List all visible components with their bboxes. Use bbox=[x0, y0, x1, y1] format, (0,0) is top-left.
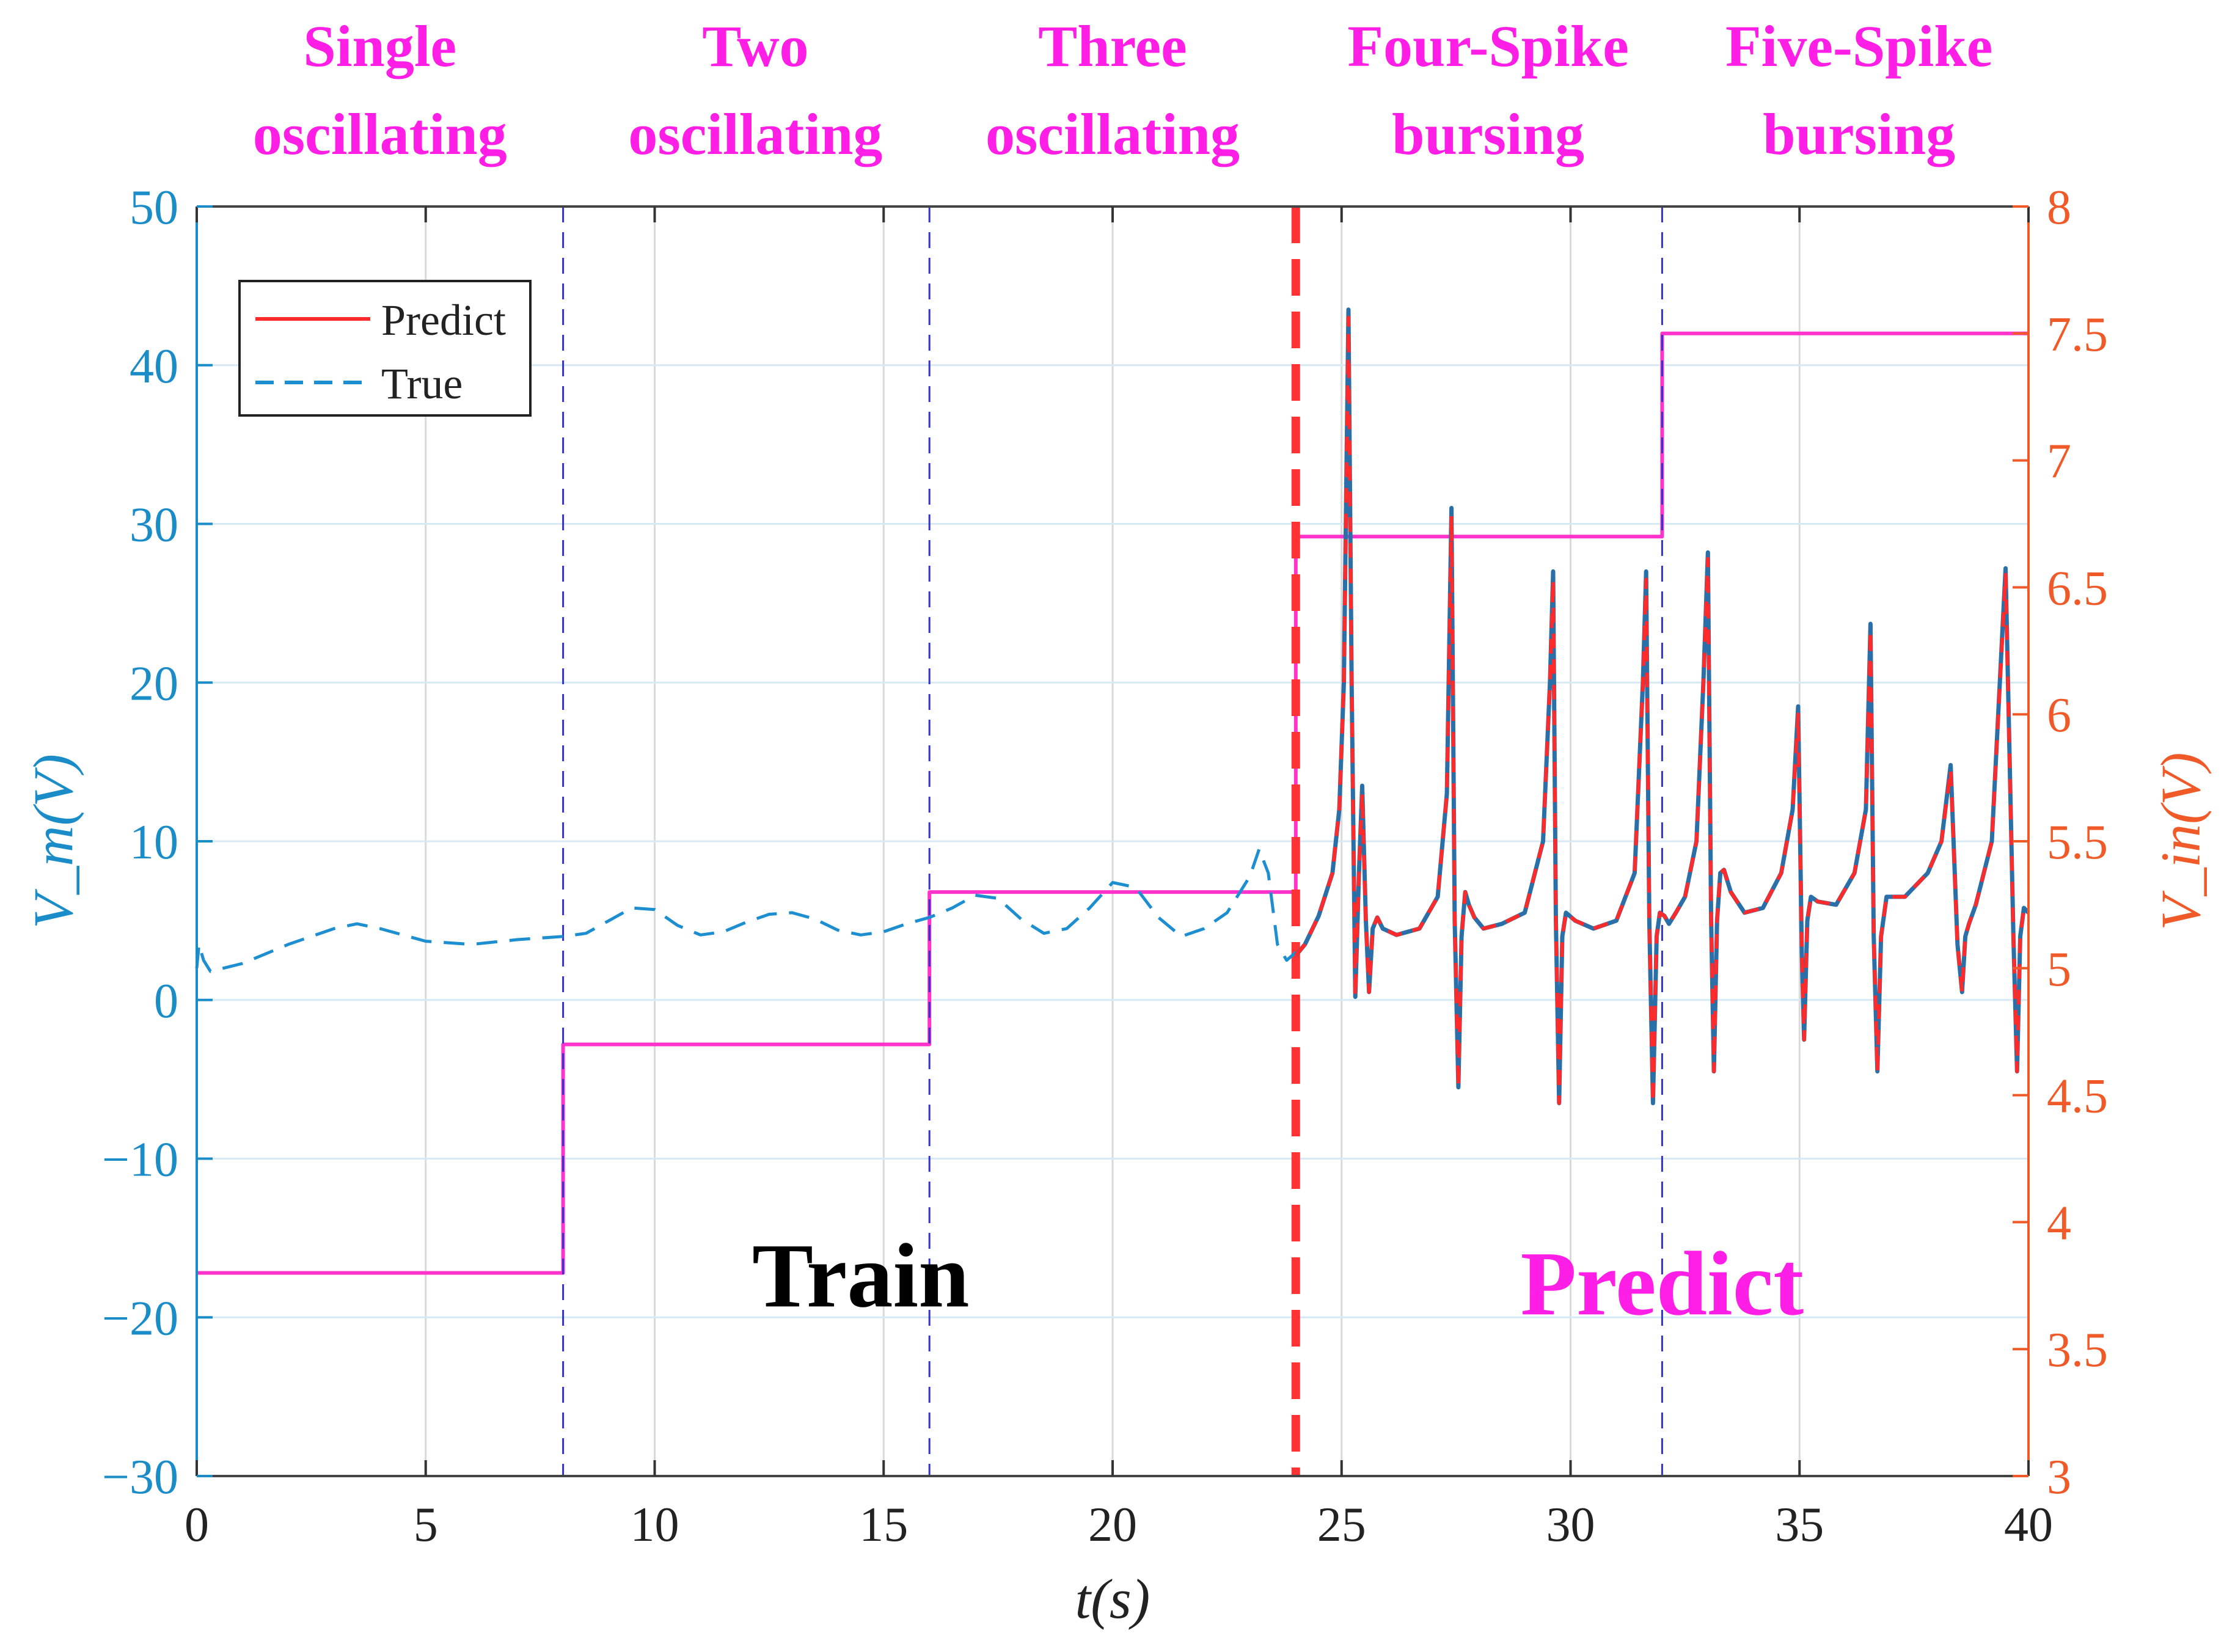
y-left-tick-label: 50 bbox=[130, 181, 178, 235]
y-right-tick-label: 8 bbox=[2047, 181, 2071, 235]
x-tick-label: 0 bbox=[185, 1498, 209, 1552]
x-axis-label: t(s) bbox=[1075, 1568, 1150, 1630]
x-tick-label: 10 bbox=[631, 1498, 679, 1552]
legend: Predict True bbox=[238, 280, 532, 417]
x-tick-label: 5 bbox=[414, 1498, 438, 1552]
y-right-tick-label: 6 bbox=[2047, 689, 2071, 742]
y-left-tick-label: −20 bbox=[102, 1292, 178, 1345]
region-title-line2: bursing bbox=[1763, 101, 1955, 167]
axes bbox=[196, 205, 2030, 1477]
region-title-line1: Single bbox=[303, 13, 456, 79]
x-tick-label: 40 bbox=[2004, 1498, 2053, 1552]
y-left-axis-label: V_m(V) bbox=[22, 754, 84, 929]
y-left-tick-label: 20 bbox=[130, 657, 178, 711]
series-line-4 bbox=[1294, 315, 2030, 1105]
y-right-tick-label: 3.5 bbox=[2047, 1323, 2108, 1377]
series-line-2 bbox=[195, 847, 1297, 973]
y-left-tick-label: 30 bbox=[130, 499, 178, 552]
y-right-tick-label: 7 bbox=[2047, 435, 2071, 489]
y-right-tick-label: 7.5 bbox=[2047, 308, 2108, 362]
y-right-tick-label: 4 bbox=[2047, 1196, 2071, 1250]
y-left-tick-label: 10 bbox=[130, 816, 178, 869]
y-left-tick-label: −30 bbox=[102, 1450, 178, 1504]
region-title-line1: Five-Spike bbox=[1725, 13, 1992, 79]
membrane-voltage-series bbox=[195, 307, 2030, 1106]
region-title-line1: Three bbox=[1038, 13, 1187, 79]
y-right-tick-label: 4.5 bbox=[2047, 1070, 2108, 1124]
x-tick-label: 35 bbox=[1775, 1498, 1824, 1552]
y-left-tick-label: 0 bbox=[154, 974, 178, 1028]
annotation-label: Predict bbox=[1521, 1233, 1804, 1334]
region-title-line2: oscillating bbox=[628, 101, 882, 167]
y-right-tick-label: 3 bbox=[2047, 1450, 2071, 1504]
grid bbox=[197, 206, 2028, 1476]
segment-dividers bbox=[562, 206, 1663, 1476]
x-tick-label: 15 bbox=[859, 1498, 908, 1552]
x-tick-label: 30 bbox=[1546, 1498, 1595, 1552]
region-title-line2: oscillating bbox=[986, 101, 1240, 167]
annotation-label: Train bbox=[752, 1225, 970, 1326]
y-right-tick-label: 6.5 bbox=[2047, 561, 2108, 615]
legend-label: True bbox=[381, 359, 463, 408]
region-title-line2: oscillating bbox=[253, 101, 507, 167]
legend-box bbox=[238, 280, 532, 417]
region-title-line2: bursing bbox=[1392, 101, 1584, 167]
y-left-tick-label: −10 bbox=[102, 1133, 178, 1187]
y-right-tick-label: 5 bbox=[2047, 943, 2071, 996]
y-right-axis-label: V_in(V) bbox=[2149, 752, 2212, 930]
region-title-line1: Four-Spike bbox=[1347, 13, 1629, 79]
legend-label: Predict bbox=[381, 296, 506, 345]
x-tick-label: 25 bbox=[1317, 1498, 1366, 1552]
tick-labels: 0 5 10 15 20 25 30 35 40 −30 −20 −10 0 10 20 30 40 50 3 3.5… bbox=[22, 181, 2212, 1630]
y-right-tick-label: 5.5 bbox=[2047, 816, 2108, 869]
region-title-line1: Two bbox=[702, 13, 808, 79]
y-left-tick-label: 40 bbox=[130, 340, 178, 393]
x-tick-label: 20 bbox=[1088, 1498, 1137, 1552]
annotations: Train Predict bbox=[752, 1225, 1804, 1334]
region-titles: Single oscillating Two oscillating Three osci… bbox=[253, 13, 1993, 167]
